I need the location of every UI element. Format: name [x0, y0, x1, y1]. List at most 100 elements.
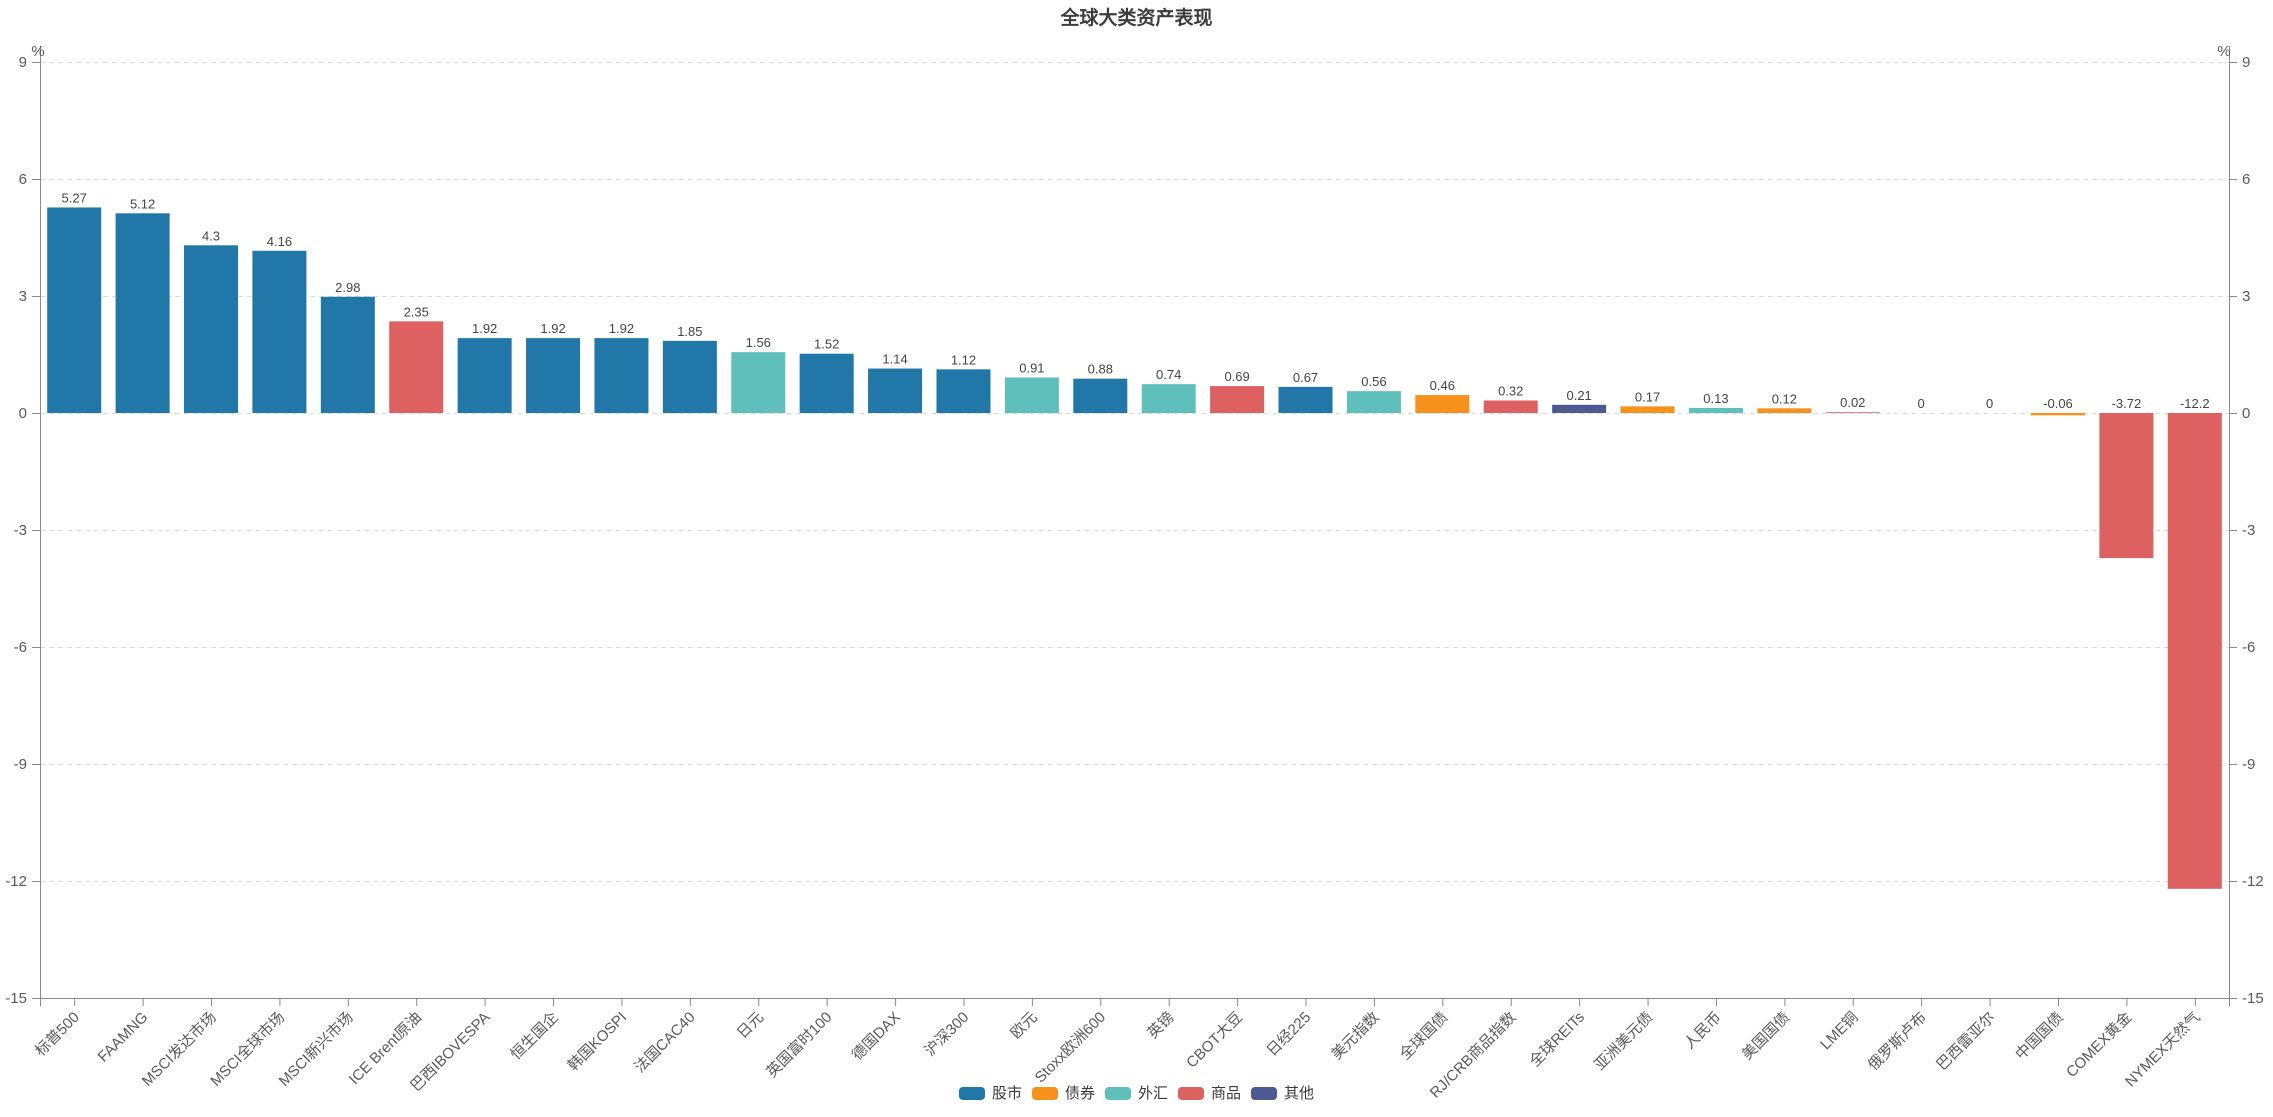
bar-29[interactable]	[2030, 413, 2085, 416]
bar-11[interactable]	[799, 353, 854, 413]
bar-31[interactable]	[2167, 413, 2222, 889]
bar-14[interactable]	[1004, 377, 1059, 413]
bar-19[interactable]	[1346, 391, 1401, 413]
y-axis-tick-label-right: 6	[2242, 171, 2250, 188]
bar-15[interactable]	[1073, 378, 1128, 413]
x-axis-label[interactable]: COMEX黄金	[2063, 1009, 2135, 1081]
x-axis-label[interactable]: 美元指数	[1328, 1009, 1382, 1063]
bar-value-label: 1.12	[951, 352, 976, 367]
bar-26[interactable]	[1825, 412, 1880, 413]
bar-17[interactable]	[1210, 386, 1265, 413]
x-axis-label[interactable]: 欧元	[1007, 1009, 1040, 1042]
bar-25[interactable]	[1757, 408, 1812, 413]
y-axis-unit-left: %	[31, 43, 44, 60]
x-axis-label[interactable]: 全球REITs	[1526, 1008, 1588, 1070]
x-axis-label[interactable]: 德国DAX	[848, 1008, 904, 1064]
bar-23[interactable]	[1620, 406, 1675, 413]
bar-9[interactable]	[662, 340, 717, 413]
x-axis-label[interactable]: 美国国债	[1739, 1009, 1793, 1063]
bar-value-label: 0.32	[1498, 384, 1523, 399]
bar-12[interactable]	[868, 368, 923, 413]
x-axis-label[interactable]: 全球国债	[1396, 1008, 1451, 1063]
y-axis-tick-label-left: -3	[14, 522, 27, 539]
bar-value-label: 1.85	[677, 324, 702, 339]
bar-value-label: 0	[1986, 396, 1993, 411]
bar-20[interactable]	[1415, 395, 1470, 413]
bar-22[interactable]	[1552, 404, 1607, 413]
bar-5[interactable]	[389, 321, 444, 413]
bars: 5.27 5.12 4.3 4.16 2.98 2.35 1.92 1.92 1.92 1.85 1…	[47, 190, 2222, 889]
bar-18[interactable]	[1278, 386, 1333, 413]
y-axis-tick-label-right: -9	[2242, 756, 2255, 773]
bar-2[interactable]	[184, 245, 239, 413]
bar-10[interactable]	[731, 352, 786, 413]
bar-8[interactable]	[594, 338, 649, 413]
bar-30[interactable]	[2099, 413, 2154, 559]
bar-value-label: 0.17	[1635, 389, 1660, 404]
bar-value-label: 0.56	[1361, 374, 1386, 389]
bar-value-label: -12.2	[2180, 396, 2210, 411]
x-axis-label[interactable]: 中国国债	[2012, 1009, 2066, 1063]
y-axis-tick-label-left: -9	[14, 756, 27, 773]
legend-label: 商品	[1211, 1085, 1242, 1102]
y-axis-tick-label-right: -12	[2242, 873, 2264, 890]
x-axis-label[interactable]: 标普500	[32, 1009, 83, 1060]
y-axis-tick-label-left: -15	[5, 990, 27, 1007]
x-axis-label[interactable]: 巴西雷亚尔	[1933, 1009, 1998, 1074]
y-axis-tick-label-right: -15	[2242, 990, 2264, 1007]
x-axis-label[interactable]: Stoxx欧洲600	[1032, 1009, 1109, 1086]
bar-1[interactable]	[115, 213, 170, 413]
y-axis-tick-label-left: 9	[19, 54, 27, 71]
x-axis-label[interactable]: 英国富时100	[763, 1008, 836, 1081]
bar-value-label: 2.98	[335, 280, 360, 295]
x-axis-label[interactable]: FAAMNG	[95, 1009, 152, 1066]
y-axis-tick-label-left: -12	[5, 873, 27, 890]
legend-swatch-icon	[1031, 1087, 1058, 1100]
y-axis-tick-label-left: 3	[19, 288, 27, 305]
legend-swatch-icon	[958, 1087, 985, 1100]
legend-item-3[interactable]: 商品	[1178, 1086, 1241, 1101]
x-axis-label[interactable]: 法国CAC40	[631, 1009, 698, 1076]
x-axis-label[interactable]: 沪深300	[921, 1009, 972, 1060]
legend-item-0[interactable]: 股市	[958, 1086, 1022, 1101]
bar-value-label: 0.67	[1293, 370, 1318, 385]
bar-0[interactable]	[47, 207, 102, 413]
x-axis-label[interactable]: 俄罗斯卢布	[1865, 1009, 1930, 1074]
bar-value-label: 0.21	[1566, 388, 1591, 403]
bar-3[interactable]	[252, 250, 307, 413]
chart-legend: 股市 债券 外汇 商品 其他	[0, 1086, 2273, 1101]
x-axis-label[interactable]: 韩国KOSPI	[565, 1009, 631, 1075]
bar-21[interactable]	[1483, 400, 1538, 413]
bar-6[interactable]	[457, 338, 512, 413]
bar-value-label: 2.35	[404, 304, 429, 319]
y-axis-tick-label-right: 0	[2242, 405, 2250, 422]
x-axis-label[interactable]: LME铜	[1817, 1009, 1861, 1053]
bar-value-label: 1.92	[609, 321, 634, 336]
bar-7[interactable]	[526, 338, 581, 413]
bar-value-label: 0.74	[1156, 367, 1181, 382]
legend-item-2[interactable]: 外汇	[1104, 1085, 1168, 1102]
legend-label: 外汇	[1137, 1085, 1168, 1102]
bar-4[interactable]	[320, 296, 375, 413]
bar-13[interactable]	[936, 369, 991, 413]
bar-value-label: 4.3	[202, 228, 220, 243]
bar-16[interactable]	[1141, 384, 1196, 413]
y-axis-tick-label-right: 3	[2242, 288, 2250, 305]
bar-24[interactable]	[1688, 407, 1743, 413]
y-axis-tick-label-right: -6	[2242, 639, 2255, 656]
x-axis-label[interactable]: 日元	[734, 1009, 767, 1042]
bar-value-label: 0.88	[1088, 362, 1113, 377]
x-axis-label[interactable]: 日经225	[1263, 1009, 1314, 1060]
legend-item-1[interactable]: 债券	[1031, 1086, 1095, 1101]
bar-value-label: 1.92	[540, 321, 565, 336]
x-axis-label[interactable]: 英镑	[1144, 1008, 1178, 1042]
x-axis-label[interactable]: 人民币	[1681, 1009, 1725, 1053]
x-axis-label[interactable]: CBOT大豆	[1183, 1009, 1246, 1072]
legend-swatch-icon	[1178, 1087, 1204, 1100]
x-axis-label[interactable]: 亚洲美元债	[1591, 1009, 1656, 1074]
bar-value-label: 0	[1918, 396, 1925, 411]
y-axis-tick-label-right: -3	[2242, 522, 2255, 539]
bar-value-label: 1.52	[814, 337, 839, 352]
x-axis-label[interactable]: 恒生国企	[507, 1008, 562, 1063]
legend-item-4[interactable]: 其他	[1251, 1086, 1314, 1101]
